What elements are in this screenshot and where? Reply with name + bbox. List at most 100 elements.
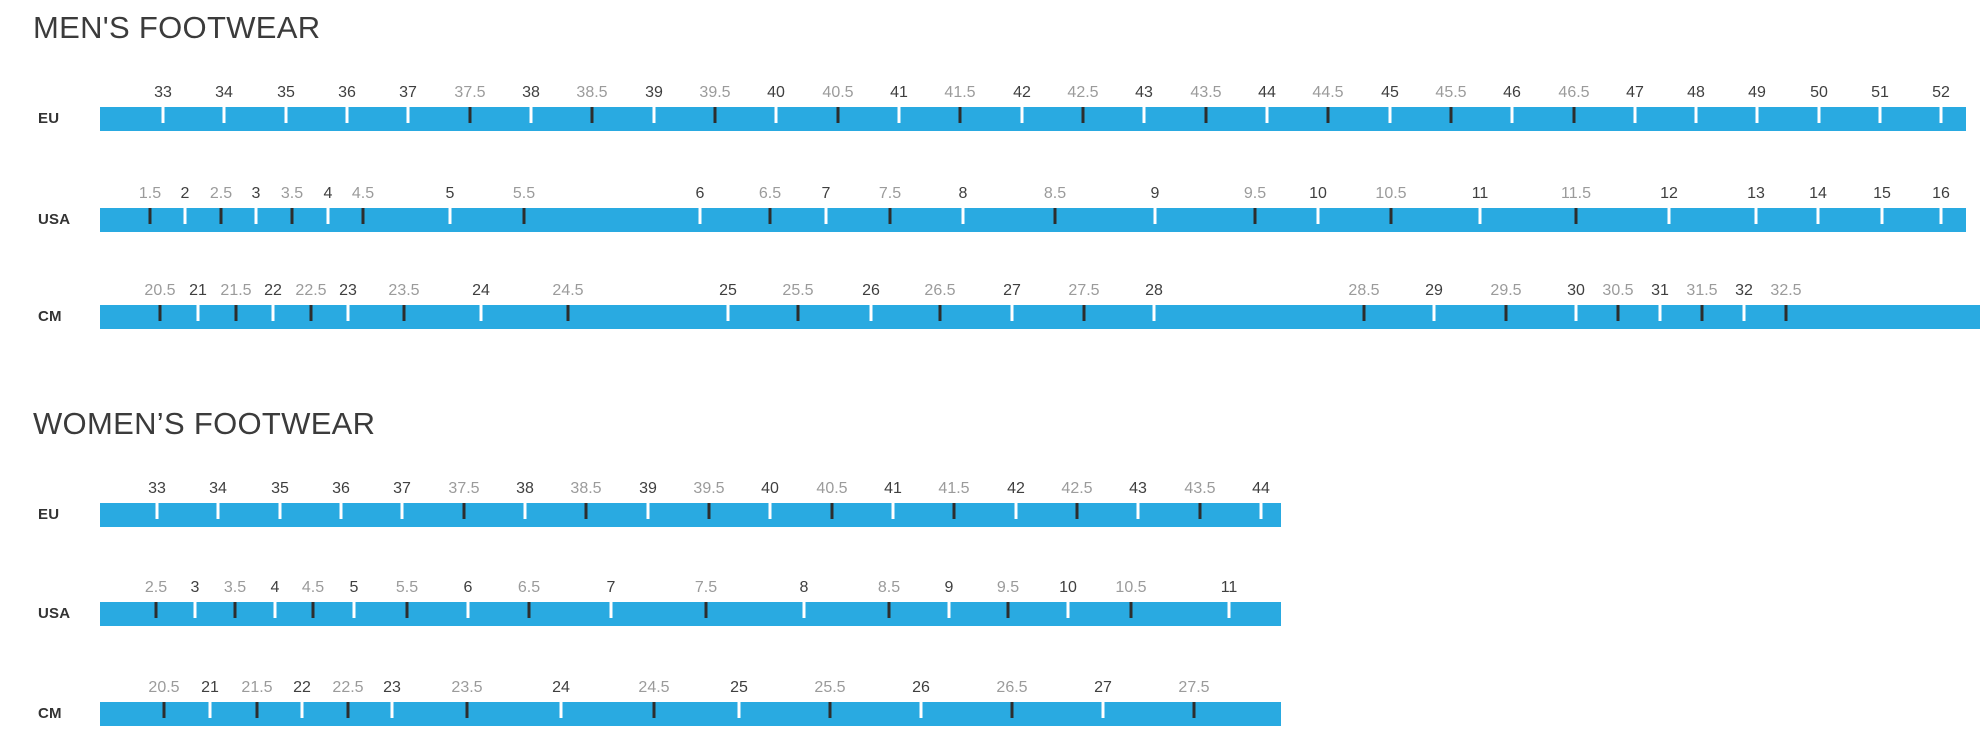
tick-label: 7 (821, 185, 831, 202)
tick-mark (938, 305, 942, 321)
tick-mark (1633, 107, 1637, 123)
ruler-row-cm: CM 20.5 21 21.5 22 22.5 23 23.5 24 24.5 25 25.5 26 26… (0, 282, 1985, 329)
tick-label: 3 (251, 185, 261, 202)
tick-mark (698, 208, 702, 224)
tick-mark (254, 208, 258, 224)
tick-label: 48 (1687, 84, 1705, 101)
tick-mark (1432, 305, 1436, 321)
tick-mark (196, 305, 200, 321)
tick-mark (233, 602, 237, 618)
tick-label: 24 (472, 282, 490, 299)
tick-label: 42 (1007, 480, 1025, 497)
tick-mark (1754, 208, 1758, 224)
tick-label: 33 (148, 480, 166, 497)
tick-mark (158, 305, 162, 321)
tick-mark (1082, 305, 1086, 321)
tick-mark (361, 208, 365, 224)
tick-mark (346, 305, 350, 321)
tick-label: 39 (639, 480, 657, 497)
tick-mark (1880, 208, 1884, 224)
tick-label: 41 (884, 480, 902, 497)
tick-label: 49 (1748, 84, 1766, 101)
tick-mark (609, 602, 613, 618)
tick-mark (1784, 305, 1788, 321)
tick-label: 40 (761, 480, 779, 497)
tick-mark (352, 602, 356, 618)
tick-label: 6 (695, 185, 705, 202)
tick-label: 11 (1220, 579, 1238, 596)
tick-mark (888, 208, 892, 224)
ruler-bar: 20.5 21 21.5 22 22.5 23 23.5 24 24.5 25 25.5 26 26.5… (100, 679, 1281, 726)
tick-label: 44 (1252, 480, 1270, 497)
tick-mark (737, 702, 741, 718)
tick-label: 34 (215, 84, 233, 101)
ruler-row-usa: USA 2.5 3 3.5 4 4.5 5 5.5 6 6.5 7 7.5 8 8.5 9 9.5 10 10.5… (0, 579, 1985, 626)
ruler-unit-label: USA (38, 211, 71, 228)
tick-label: 41.5 (944, 84, 976, 101)
tick-mark (1878, 107, 1882, 123)
tick-mark (802, 602, 806, 618)
tick-mark (704, 602, 708, 618)
tick-label: 38.5 (576, 84, 608, 101)
tick-label: 12 (1660, 185, 1678, 202)
tick-label: 3.5 (280, 185, 304, 202)
tick-label: 47 (1626, 84, 1644, 101)
tick-label: 1.5 (138, 185, 162, 202)
tick-label: 28 (1145, 282, 1163, 299)
tick-label: 37 (393, 480, 411, 497)
tick-mark (345, 107, 349, 123)
tick-mark (947, 602, 951, 618)
tick-label: 20.5 (148, 679, 180, 696)
tick-label: 26 (912, 679, 930, 696)
tick-label: 6.5 (758, 185, 782, 202)
tick-mark (1658, 305, 1662, 321)
tick-mark (1014, 503, 1018, 519)
tick-mark (961, 208, 965, 224)
ruler-bar: 33 34 35 36 37 37.5 38 38.5 39 39.5 40 40.5 41 41.5 42… (100, 480, 1281, 527)
tick-mark (1510, 107, 1514, 123)
tick-mark (1389, 208, 1393, 224)
ruler-row-eu: EU 33 34 35 36 37 37.5 38 38.5 39 39.5 40 40.5 41 41.5… (0, 84, 1985, 131)
tick-label: 24.5 (638, 679, 670, 696)
tick-label: 4.5 (301, 579, 325, 596)
tick-mark (1142, 107, 1146, 123)
tick-label: 39 (645, 84, 663, 101)
tick-label: 20.5 (144, 282, 176, 299)
tick-mark (1694, 107, 1698, 123)
tick-label: 7 (606, 579, 616, 596)
tick-mark (405, 602, 409, 618)
tick-mark (1053, 208, 1057, 224)
tick-mark (1478, 208, 1482, 224)
tick-label: 4 (270, 579, 280, 596)
tick-label: 30.5 (1602, 282, 1634, 299)
tick-label: 42.5 (1061, 480, 1093, 497)
tick-label: 26.5 (996, 679, 1028, 696)
tick-mark (1153, 208, 1157, 224)
tick-label: 4 (323, 185, 333, 202)
tick-mark (584, 503, 588, 519)
tick-label: 44.5 (1312, 84, 1344, 101)
ruler-unit-label: CM (38, 308, 62, 325)
ruler-bar: 2.5 3 3.5 4 4.5 5 5.5 6 6.5 7 7.5 8 8.5 9 9.5 10 10.5 11 (100, 579, 1281, 626)
tick-mark (652, 107, 656, 123)
tick-mark (1939, 208, 1943, 224)
tick-mark (828, 702, 832, 718)
tick-mark (1316, 208, 1320, 224)
tick-label: 41 (890, 84, 908, 101)
tick-mark (774, 107, 778, 123)
tick-label: 25.5 (782, 282, 814, 299)
tick-label: 26.5 (924, 282, 956, 299)
tick-label: 5 (349, 579, 359, 596)
tick-label: 33 (154, 84, 172, 101)
tick-label: 9 (1150, 185, 1160, 202)
tick-label: 41.5 (938, 480, 970, 497)
tick-mark (1449, 107, 1453, 123)
tick-label: 11.5 (1561, 185, 1591, 202)
tick-label: 45 (1381, 84, 1399, 101)
tick-label: 23 (339, 282, 357, 299)
tick-label: 29 (1425, 282, 1443, 299)
tick-label: 42 (1013, 84, 1031, 101)
tick-mark (1227, 602, 1231, 618)
tick-mark (1010, 305, 1014, 321)
